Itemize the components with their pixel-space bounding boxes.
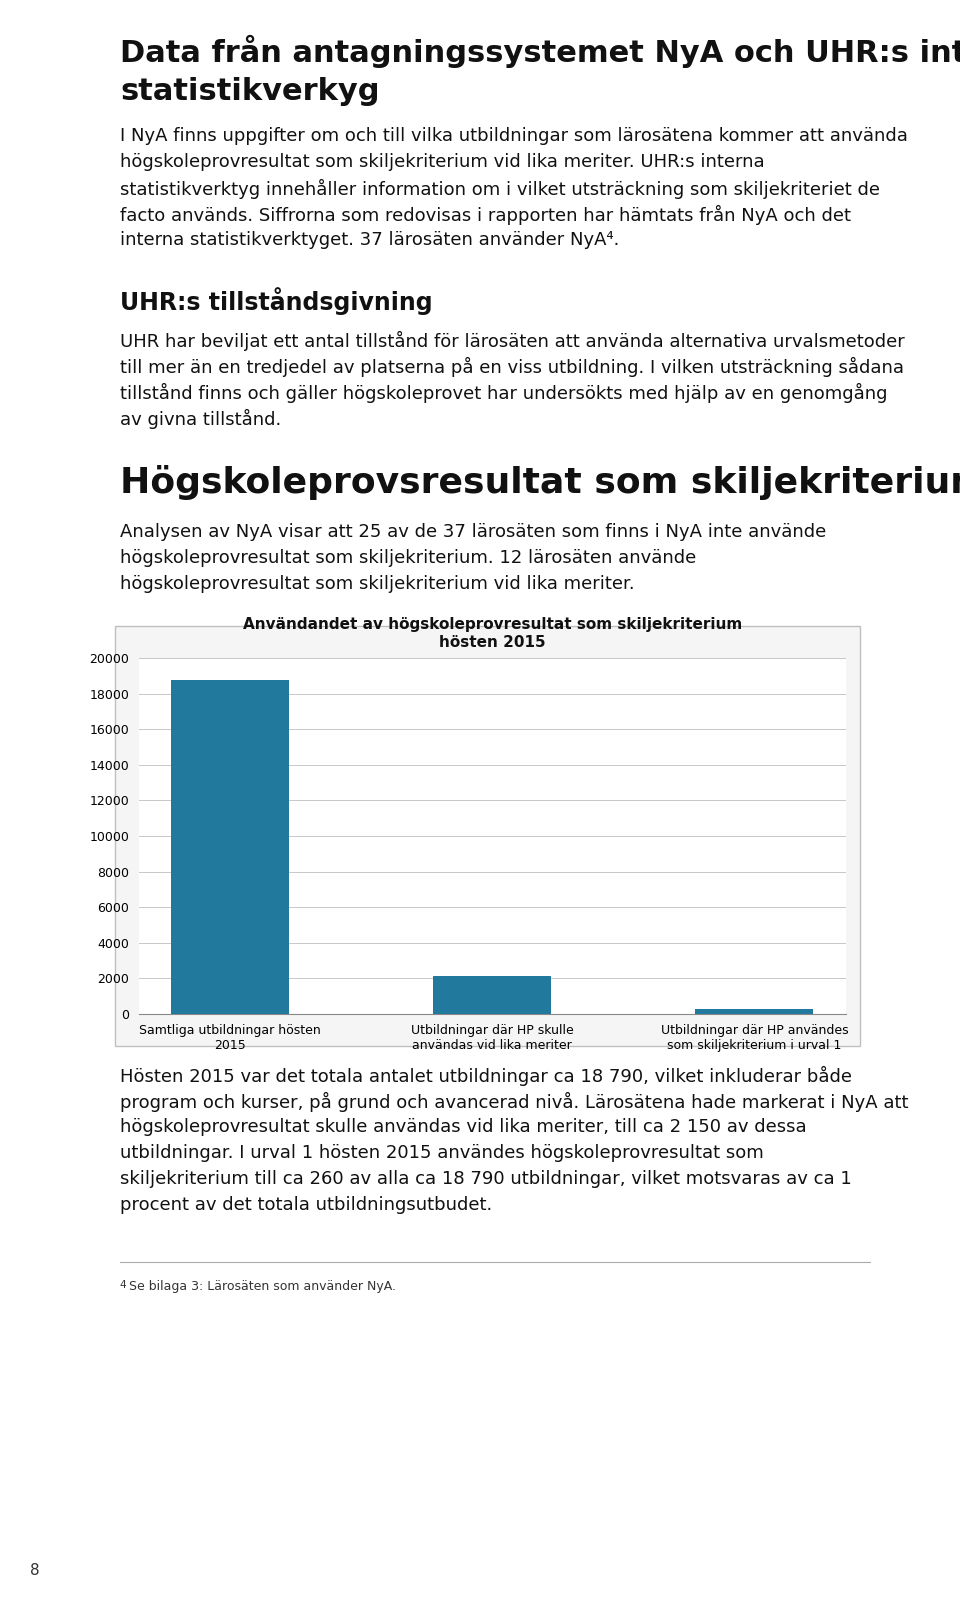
Text: procent av det totala utbildningsutbudet.: procent av det totala utbildningsutbudet… [120,1197,492,1214]
Text: interna statistikverktyget. 37 lärosäten använder NyA⁴.: interna statistikverktyget. 37 lärosäten… [120,230,619,250]
Text: 8: 8 [30,1563,39,1578]
Text: facto används. Siffrorna som redovisas i rapporten har hämtats från NyA och det: facto används. Siffrorna som redovisas i… [120,205,851,226]
Bar [433,976,551,1014]
Text: till mer än en tredjedel av platserna på en viss utbildning. I vilken utsträckni: till mer än en tredjedel av platserna på… [120,357,904,378]
Bar [695,1010,813,1014]
Text: Data från antagningssystemet NyA och UHR:s interna: Data från antagningssystemet NyA och UHR… [120,35,960,69]
Text: 4: 4 [120,1280,130,1290]
Text: statistikverkyg: statistikverkyg [120,77,379,106]
Bar [171,680,289,1014]
Text: tillstånd finns och gäller högskoleprovet har undersökts med hjälp av en genomgå: tillstånd finns och gäller högskoleprove… [120,382,887,403]
Text: Se bilaga 3: Lärosäten som använder NyA.: Se bilaga 3: Lärosäten som använder NyA. [129,1280,396,1293]
Text: I NyA finns uppgifter om och till vilka utbildningar som lärosätena kommer att a: I NyA finns uppgifter om och till vilka … [120,126,908,146]
Title: Användandet av högskoleprovresultat som skiljekriterium
hösten 2015: Användandet av högskoleprovresultat som … [243,618,742,650]
Text: Hösten 2015 var det totala antalet utbildningar ca 18 790, vilket inkluderar båd: Hösten 2015 var det totala antalet utbil… [120,1066,852,1086]
Text: program och kurser, på grund och avancerad nivå. Lärosätena hade markerat i NyA : program och kurser, på grund och avancer… [120,1091,908,1112]
Text: högskoleprovresultat som skiljekriterium. 12 lärosäten använde: högskoleprovresultat som skiljekriterium… [120,549,696,566]
Text: skiljekriterium till ca 260 av alla ca 18 790 utbildningar, vilket motsvaras av : skiljekriterium till ca 260 av alla ca 1… [120,1170,852,1187]
Text: högskoleprovresultat som skiljekriterium vid lika meriter. UHR:s interna: högskoleprovresultat som skiljekriterium… [120,154,764,171]
Text: UHR:s tillståndsgivning: UHR:s tillståndsgivning [120,286,433,315]
Text: högskoleprovresultat skulle användas vid lika meriter, till ca 2 150 av dessa: högskoleprovresultat skulle användas vid… [120,1118,806,1136]
Text: Högskoleprovsresultat som skiljekriterium: Högskoleprovsresultat som skiljekriteriu… [120,466,960,499]
Text: av givna tillstånd.: av givna tillstånd. [120,410,281,429]
Text: statistikverktyg innehåller information om i vilket utsträckning som skiljekrite: statistikverktyg innehåller information … [120,179,880,198]
Bar [115,626,860,1046]
Text: UHR har beviljat ett antal tillstånd för lärosäten att använda alternativa urval: UHR har beviljat ett antal tillstånd för… [120,331,904,350]
Text: högskoleprovresultat som skiljekriterium vid lika meriter.: högskoleprovresultat som skiljekriterium… [120,574,635,594]
Text: Analysen av NyA visar att 25 av de 37 lärosäten som finns i NyA inte använde: Analysen av NyA visar att 25 av de 37 lä… [120,523,827,541]
Text: utbildningar. I urval 1 hösten 2015 användes högskoleprovresultat som: utbildningar. I urval 1 hösten 2015 anvä… [120,1144,764,1162]
